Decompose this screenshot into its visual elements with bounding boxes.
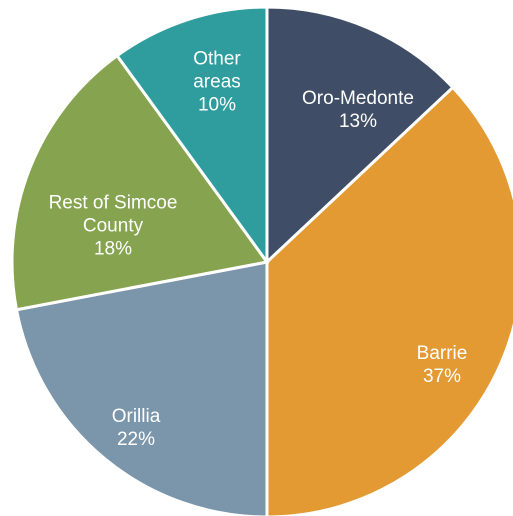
value-label: 10%: [197, 94, 237, 116]
category-label: Rest of Simcoe County: [48, 192, 178, 237]
category-label: Other areas: [193, 48, 241, 93]
pie-slice: [14, 260, 269, 516]
pie-slice: [10, 53, 270, 312]
category-label: Oro-Medonte: [302, 88, 414, 109]
value-label: 13%: [338, 111, 378, 132]
slice-label: Barrie 37%: [382, 342, 502, 388]
value-label: 37%: [422, 366, 462, 387]
pie-slice: [265, 5, 456, 266]
slice-label: Other areas 10%: [182, 48, 252, 117]
value-label: 22%: [116, 429, 156, 450]
slice-label: Oro-Medonte 13%: [258, 87, 458, 133]
slice-label: Rest of Simcoe County 18%: [18, 192, 208, 261]
category-label: Barrie: [416, 343, 468, 364]
slice-label: Orillia 22%: [76, 405, 196, 451]
value-label: 18%: [93, 238, 133, 260]
category-label: Orillia: [111, 406, 161, 427]
pie-slice: [265, 85, 513, 516]
pie-slice: [115, 5, 269, 267]
